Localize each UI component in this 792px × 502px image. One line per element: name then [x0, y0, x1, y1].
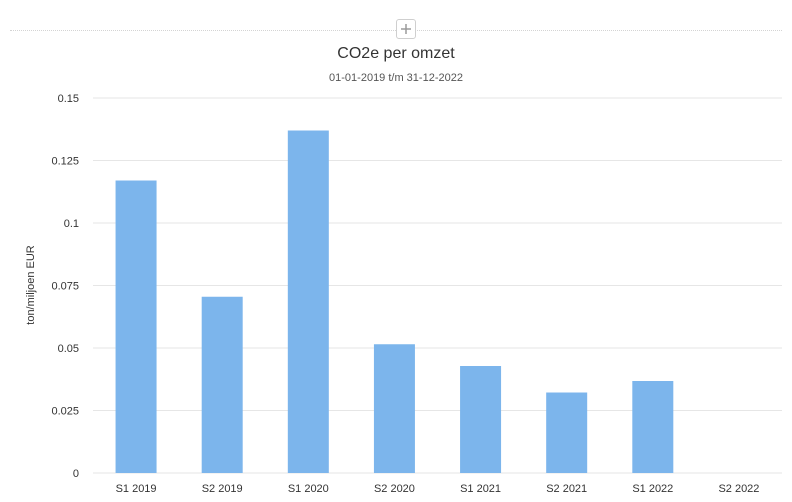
y-axis-tick-labels: 0 0.025 0.05 0.075 0.1 0.125 0.15 — [51, 93, 79, 480]
x-tick-label: S1 2021 — [460, 483, 501, 495]
bar[interactable] — [632, 381, 674, 473]
x-axis-tick-labels: S1 2019 S2 2019 S1 2020 S2 2020 S1 2021 S2 20… — [116, 483, 760, 495]
y-tick-label: 0.15 — [58, 93, 79, 105]
bar[interactable] — [287, 130, 329, 474]
y-tick-label: 0 — [73, 468, 79, 480]
bar[interactable] — [460, 366, 502, 473]
grid-lines — [93, 97, 782, 474]
y-tick-label: 0.025 — [51, 406, 79, 418]
bar[interactable] — [373, 344, 415, 473]
x-tick-label: S1 2022 — [632, 483, 673, 495]
bar[interactable] — [201, 296, 243, 473]
chart-subtitle: 01-01-2019 t/m 31-12-2022 — [329, 72, 463, 84]
plus-icon — [401, 24, 411, 34]
x-tick-label: S1 2019 — [116, 483, 157, 495]
bar[interactable] — [546, 392, 588, 474]
x-tick-label: S2 2020 — [374, 483, 415, 495]
x-tick-label: S2 2022 — [718, 483, 759, 495]
add-chart-button[interactable] — [396, 19, 416, 39]
y-tick-label: 0.1 — [64, 218, 79, 230]
y-tick-label: 0.075 — [51, 281, 79, 293]
y-tick-label: 0.05 — [58, 343, 79, 355]
bars — [115, 130, 674, 474]
y-axis-title: ton/miljoen EUR — [25, 245, 37, 325]
x-tick-label: S1 2020 — [288, 483, 329, 495]
x-tick-label: S2 2019 — [202, 483, 243, 495]
bar[interactable] — [115, 180, 157, 474]
x-tick-label: S2 2021 — [546, 483, 587, 495]
chart-title: CO2e per omzet — [337, 45, 455, 62]
y-tick-label: 0.125 — [51, 156, 79, 168]
